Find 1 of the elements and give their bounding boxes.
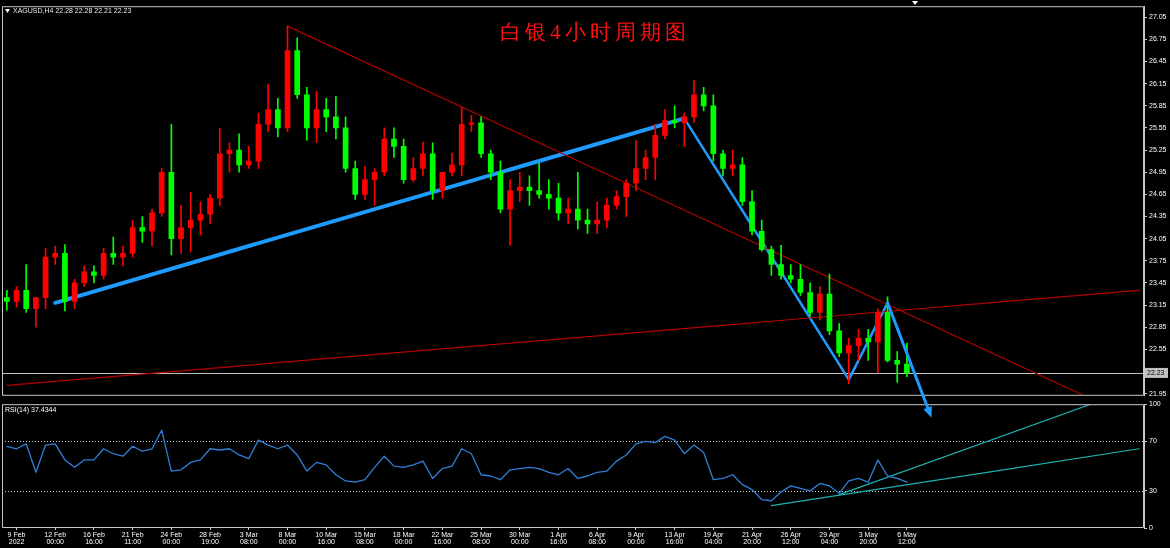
text: 白银4小时周期图 bbox=[500, 20, 690, 44]
